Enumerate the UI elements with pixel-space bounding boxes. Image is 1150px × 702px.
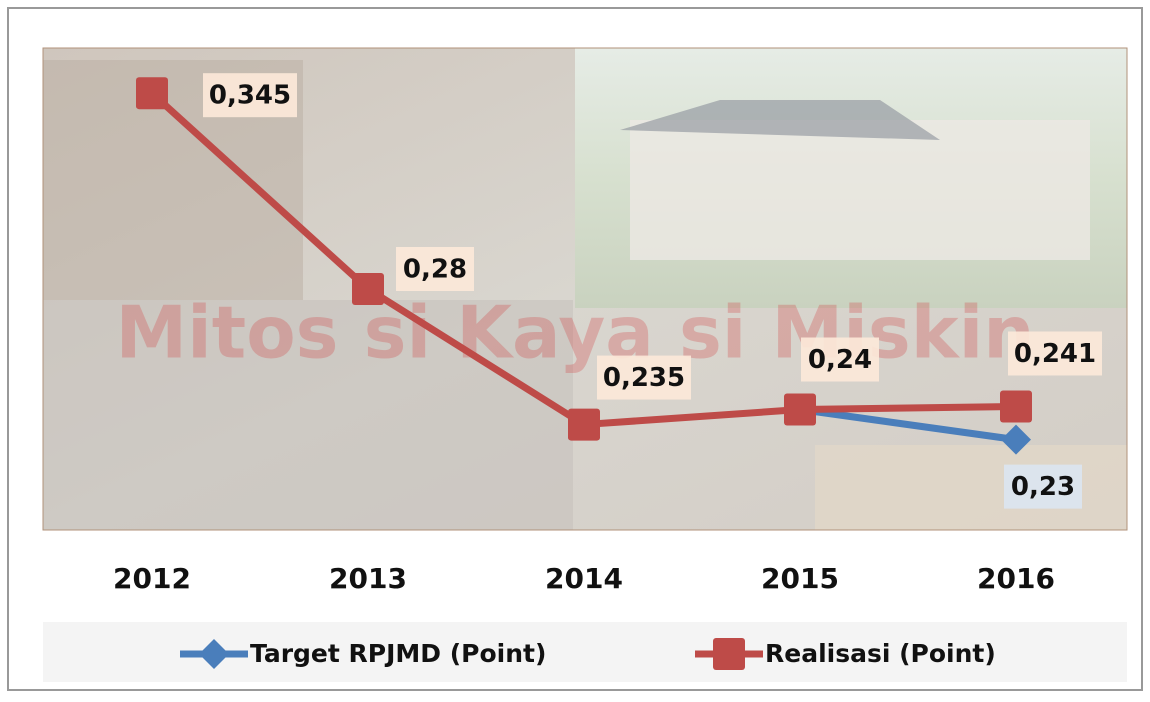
x-tick-label: 2015 <box>761 562 839 595</box>
plot-background <box>43 48 1127 530</box>
x-tick-label: 2016 <box>977 562 1055 595</box>
data-label: 0,28 <box>403 255 467 285</box>
data-point <box>1000 390 1032 422</box>
legend-marker <box>713 638 745 670</box>
data-point <box>352 273 384 305</box>
data-label: 0,345 <box>209 81 291 111</box>
x-tick-label: 2014 <box>545 562 623 595</box>
data-label: 0,241 <box>1014 339 1096 369</box>
data-label: 0,235 <box>603 363 685 393</box>
x-tick-label: 2013 <box>329 562 407 595</box>
background-text: Mitos si Kaya si Miskin <box>115 291 1034 375</box>
data-point <box>568 409 600 441</box>
data-label: 0,23 <box>1011 472 1075 502</box>
data-point <box>784 394 816 426</box>
chart: Mitos si Kaya si Miskin 2012 2013 2014 2015… <box>0 0 1150 698</box>
x-tick-label: 2012 <box>113 562 191 595</box>
legend-label: Target RPJMD (Point) <box>250 639 546 668</box>
legend-label: Realisasi (Point) <box>765 639 996 668</box>
data-label: 0,24 <box>808 345 872 375</box>
data-point <box>136 77 168 109</box>
